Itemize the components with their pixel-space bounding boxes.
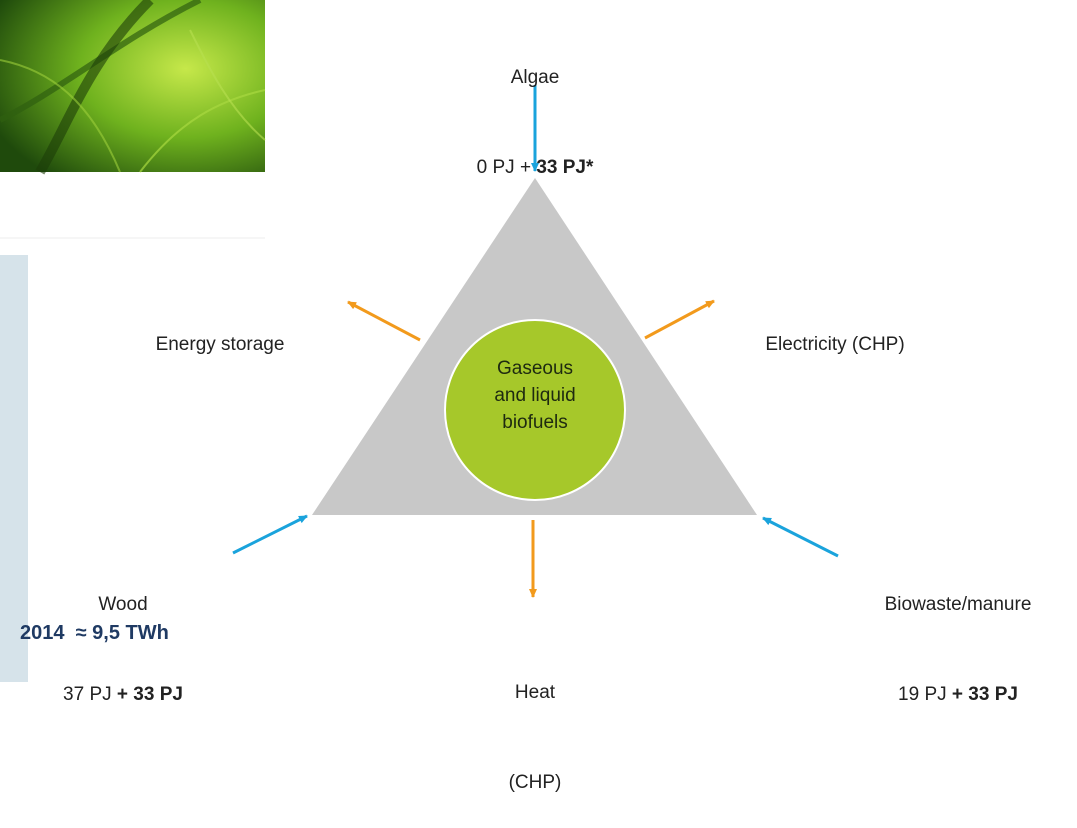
- output-label: Energy storage: [156, 270, 285, 390]
- output-label: Heat (CHP): [509, 618, 562, 828]
- diagram: [0, 0, 839, 682]
- amount-extra: 33 PJ*: [536, 157, 594, 178]
- label: (CHP): [508, 772, 562, 793]
- center-line: Gaseous: [496, 358, 574, 379]
- leaf-image: [0, 0, 266, 175]
- input-label: Biowaste/manure 19 PJ + 33 PJ: [885, 530, 1032, 740]
- side-panel: [0, 255, 28, 682]
- center-text: Gaseous and liquid biofuels: [494, 355, 575, 436]
- amount: 19 PJ + 33 PJ: [885, 680, 1032, 710]
- label: Heat: [514, 682, 556, 703]
- amount-base: 37 PJ: [63, 684, 117, 705]
- note: 2014 ≈ 9,5 TWh: [20, 622, 169, 644]
- arrow: [347, 300, 421, 342]
- center-circle: [444, 319, 626, 501]
- label: Algae: [510, 67, 560, 88]
- center-line: biofuels: [502, 412, 568, 433]
- label: Biowaste/manure: [884, 594, 1032, 615]
- amount-extra: + 33 PJ: [116, 684, 183, 705]
- arrow: [762, 516, 839, 558]
- amount-extra: + 33 PJ: [951, 684, 1018, 705]
- label: Electricity (CHP): [765, 334, 905, 355]
- center-line: and liquid: [494, 385, 576, 406]
- amount: 0 PJ + 33 PJ*: [477, 153, 594, 183]
- amount-base: 0 PJ +: [476, 157, 537, 178]
- label: Wood: [98, 594, 148, 615]
- amount: 37 PJ + 33 PJ: [63, 680, 183, 710]
- arrow: [644, 299, 715, 340]
- input-label: Algae 0 PJ + 33 PJ*: [477, 3, 594, 213]
- amount-base: 19 PJ: [898, 684, 952, 705]
- label: Energy storage: [155, 334, 285, 355]
- page: {"inputs": [ {"label": "Algae", "amount"…: [0, 0, 1032, 793]
- arrow: [232, 514, 308, 555]
- output-label: Electricity (CHP): [765, 270, 904, 390]
